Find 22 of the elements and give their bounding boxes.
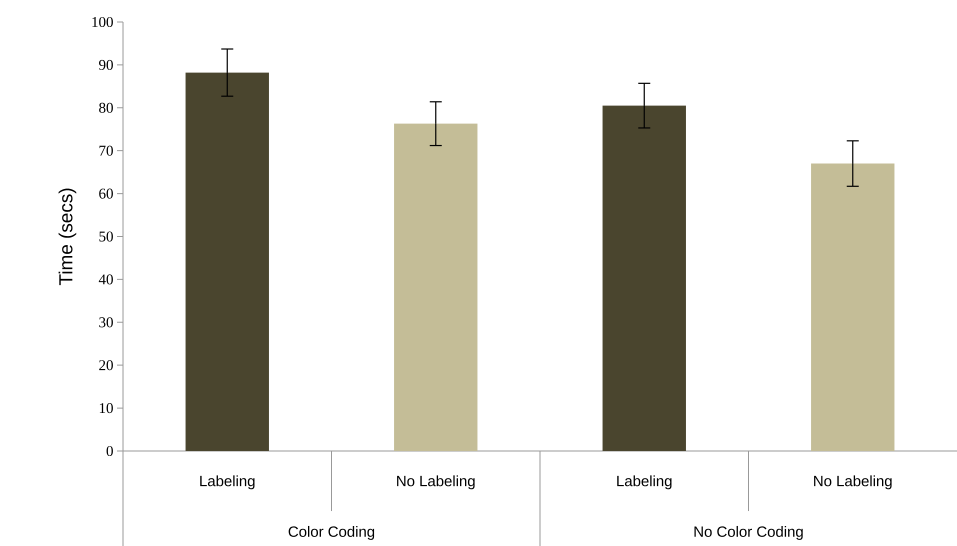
- y-tick-label: 20: [99, 360, 113, 370]
- y-tick-label: 10: [100, 403, 113, 414]
- text: No Color Coding: [694, 526, 803, 540]
- text: Color Coding: [288, 526, 374, 540]
- x-tick-label: Labeling: [617, 475, 672, 490]
- bar: [394, 124, 478, 451]
- y-tick-label: 80: [99, 102, 113, 113]
- y-tick-label: 30: [99, 317, 113, 328]
- y-tick-label: 0: [106, 446, 113, 456]
- y-tick-label: 70: [100, 146, 113, 156]
- y-tick-label: 100: [92, 16, 113, 28]
- bar: [811, 164, 894, 451]
- x-tick-label: No Labeling: [397, 475, 475, 490]
- y-axis-title: Time (secs): [58, 188, 76, 286]
- x-tick-label: No Labeling: [814, 475, 892, 490]
- bar: [602, 106, 686, 451]
- y-tick-label: 60: [99, 188, 113, 199]
- bar: [186, 72, 269, 451]
- y-tick-label: 90: [99, 60, 113, 70]
- y-tick-label: 40: [98, 274, 113, 284]
- x-tick-label: Labeling: [200, 475, 255, 490]
- y-tick-label: 50: [99, 231, 113, 242]
